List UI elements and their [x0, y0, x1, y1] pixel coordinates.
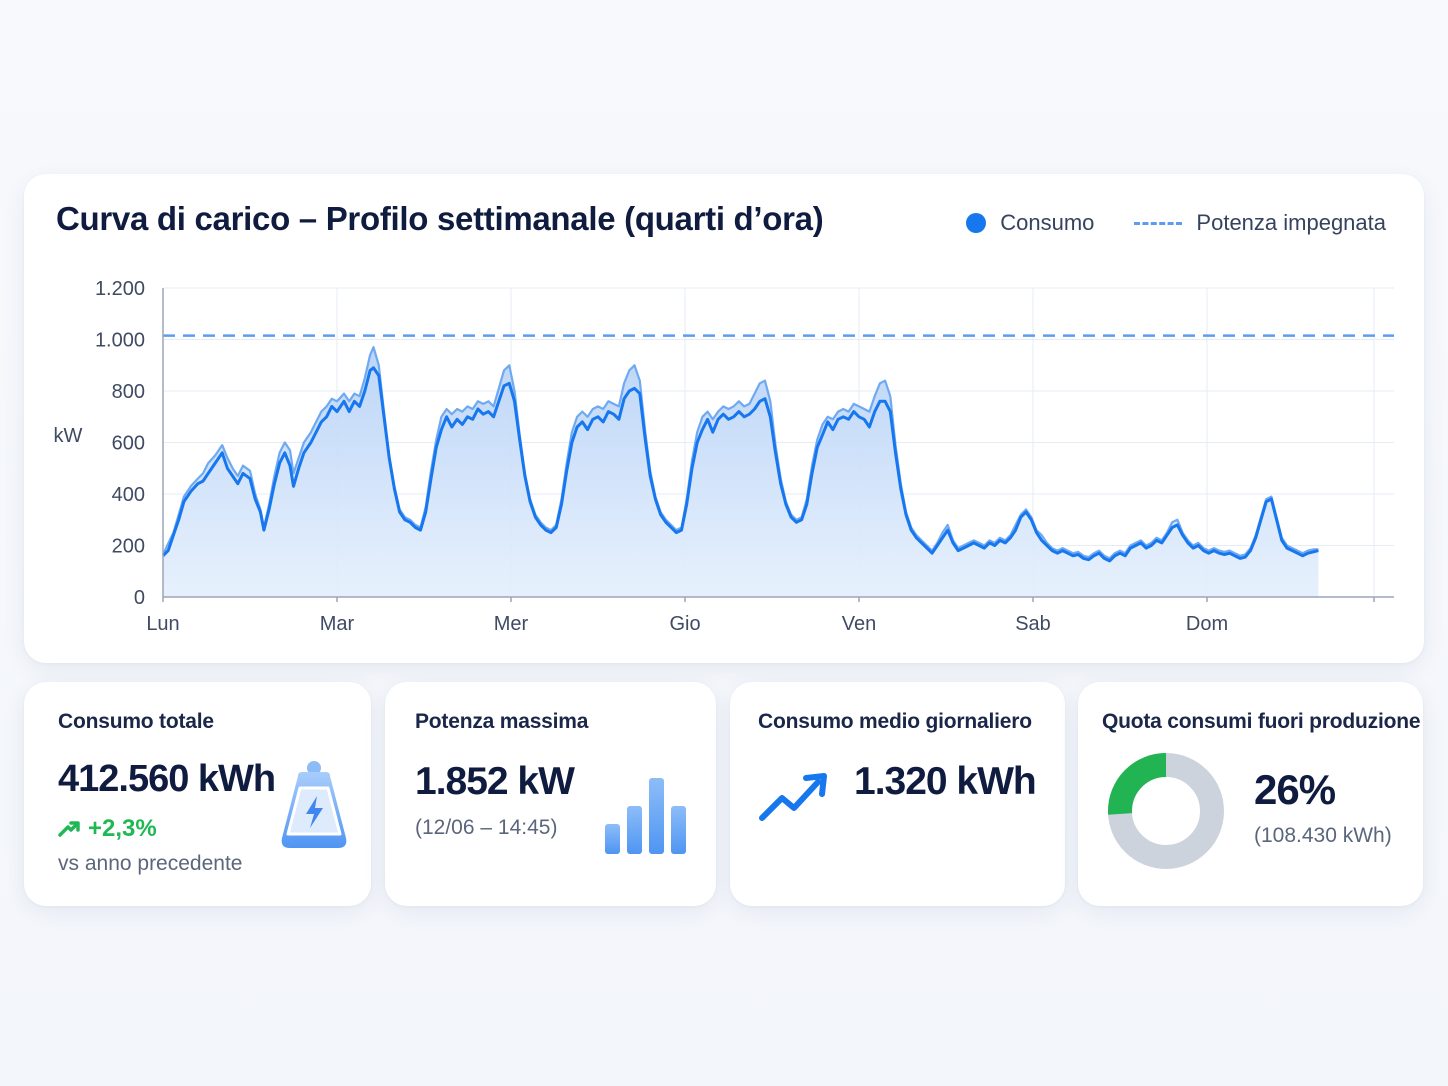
- kpi-value: 1.320 kWh: [854, 760, 1037, 803]
- kpi-delta-value: +2,3%: [88, 815, 157, 842]
- x-tick-label: Ven: [842, 613, 876, 635]
- energy-bag-icon: [281, 761, 347, 848]
- kpi-title: Quota consumi fuori produzione: [1102, 710, 1421, 733]
- chart-series: [161, 334, 1394, 597]
- y-tick-label: 0: [134, 587, 145, 609]
- kpi-title: Consumo medio giornaliero: [758, 710, 1032, 733]
- kpi-value: 412.560 kWh: [58, 758, 276, 800]
- bar-chart-icon: [605, 778, 686, 854]
- chart-title: Curva di carico – Profilo settimanale (q…: [56, 200, 824, 237]
- kpi-delta: +2,3%: [58, 815, 157, 843]
- x-tick-label: Mer: [494, 613, 529, 635]
- y-tick-label: 200: [112, 536, 145, 558]
- x-tick-label: Gio: [669, 613, 700, 635]
- load-curve-card: Curva di carico – Profilo settimanale (q…: [24, 174, 1424, 663]
- kpi-total-consumption[interactable]: Consumo totale 412.560 kWh +2,3% vs anno…: [24, 682, 371, 906]
- kpi-caption: (108.430 kWh): [1254, 824, 1392, 847]
- kpi-caption: (12/06 – 14:45): [415, 816, 558, 839]
- load-curve-chart: 0 200 400 600 800 1.000 1.200 Lun Mar Mer Gio Ven Sa…: [54, 278, 1394, 635]
- donut-share-arc: [1108, 753, 1224, 869]
- legend-label-consumption: Consumo: [1000, 210, 1095, 235]
- chart-axes: 0 200 400 600 800 1.000 1.200 Lun Mar Mer Gio Ven Sa…: [54, 278, 1394, 635]
- x-tick-label: Sab: [1015, 613, 1051, 635]
- kpi-off-production-share[interactable]: Quota consumi fuori produzione 26% (108.…: [1078, 682, 1423, 906]
- trend-up-icon: [759, 773, 827, 821]
- legend-item-consumption[interactable]: Consumo: [966, 210, 1094, 236]
- chart-legend: Consumo Potenza impegnata: [966, 210, 1386, 236]
- y-axis-unit: kW: [54, 425, 83, 447]
- kpi-title: Consumo totale: [58, 710, 214, 733]
- x-tick-label: Dom: [1186, 613, 1228, 635]
- kpi-value: 1.852 kW: [415, 760, 575, 803]
- kpi-value: 26%: [1254, 766, 1336, 813]
- y-tick-label: 1.200: [95, 278, 145, 300]
- kpi-avg-daily-consumption[interactable]: Consumo medio giornaliero 1.320 kWh: [730, 682, 1065, 906]
- kpi-max-power[interactable]: Potenza massima 1.852 kW (12/06 – 14:45): [385, 682, 716, 906]
- legend-item-committed-power[interactable]: Potenza impegnata: [1134, 210, 1386, 236]
- legend-label-committed-power: Potenza impegnata: [1196, 210, 1386, 235]
- legend-dot-icon: [966, 213, 987, 233]
- donut-chart-icon: [1108, 753, 1224, 869]
- x-tick-label: Lun: [146, 613, 179, 635]
- consumption-line: [161, 366, 1319, 563]
- kpi-title: Potenza massima: [415, 710, 589, 733]
- y-tick-label: 800: [112, 381, 145, 403]
- x-tick-label: Mar: [320, 613, 355, 635]
- y-tick-label: 400: [112, 484, 145, 506]
- legend-dash-icon: [1134, 221, 1183, 225]
- y-tick-label: 600: [112, 433, 145, 455]
- consumption-area: [163, 347, 1319, 597]
- y-tick-label: 1.000: [95, 330, 145, 352]
- kpi-caption: vs anno precedente: [58, 852, 243, 875]
- arrow-up-right-icon: [58, 821, 80, 837]
